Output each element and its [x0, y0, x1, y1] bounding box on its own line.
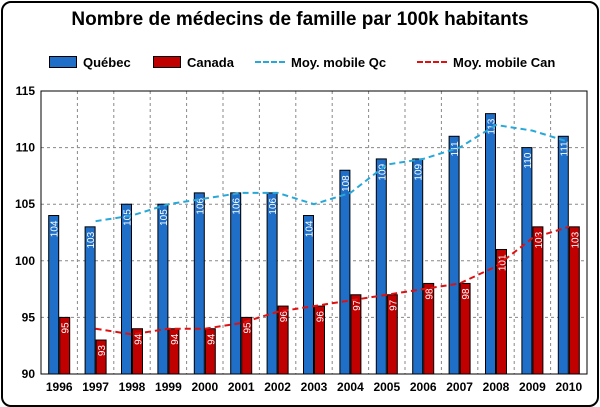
data-label-quebec: 109 — [414, 163, 425, 180]
x-tick-label: 2004 — [337, 380, 364, 394]
legend-label-quebec: Québec — [83, 54, 131, 70]
legend-quebec: Québec — [49, 51, 131, 73]
x-tick-label: 2006 — [410, 380, 437, 394]
data-label-canada: 103 — [534, 231, 545, 248]
chart-title: Nombre de médecins de famille par 100k h… — [71, 9, 529, 30]
x-tick-label: 2003 — [301, 380, 328, 394]
x-tick-label: 2007 — [446, 380, 473, 394]
data-label-canada: 98 — [461, 288, 472, 300]
legend-label-moy-qc: Moy. mobile Qc — [291, 54, 387, 70]
data-label-canada: 94 — [134, 333, 145, 345]
x-tick-label: 2009 — [519, 380, 546, 394]
legend-label-moy-can: Moy. mobile Can — [453, 54, 556, 70]
data-label-quebec: 109 — [377, 163, 388, 180]
legend-line-moy-can — [417, 61, 447, 63]
legend-swatch-canada — [153, 56, 181, 68]
bar-quebec — [193, 192, 205, 375]
y-tick-label: 100 — [15, 254, 35, 268]
data-label-quebec: 104 — [50, 220, 61, 237]
x-tick-label: 2005 — [373, 380, 400, 394]
x-tick-label: 2000 — [191, 380, 218, 394]
data-label-canada: 96 — [279, 311, 290, 323]
data-label-quebec: 106 — [232, 197, 243, 214]
series-line-moy-qc — [95, 123, 570, 223]
bar-quebec — [303, 215, 314, 375]
data-label-quebec: 106 — [268, 197, 279, 214]
bar-quebec — [521, 147, 533, 375]
chart-legend: Québec Canada Moy. mobile Qc Moy. mobile… — [3, 51, 597, 73]
data-label-canada: 98 — [425, 288, 436, 300]
bar-quebec — [339, 169, 351, 375]
data-label-quebec: 110 — [523, 152, 534, 168]
bar-quebec — [412, 158, 424, 375]
legend-swatch-quebec — [49, 56, 77, 68]
y-tick-label: 105 — [15, 197, 35, 211]
data-label-quebec: 105 — [123, 209, 134, 226]
data-label-quebec: 106 — [195, 197, 206, 214]
bar-quebec — [230, 192, 242, 375]
x-tick-label: 2002 — [264, 380, 291, 394]
x-tick-label: 1999 — [155, 380, 182, 394]
legend-moy-can: Moy. mobile Can — [417, 51, 555, 73]
data-label-canada: 94 — [170, 333, 181, 345]
bar-quebec — [48, 215, 60, 375]
data-label-quebec: 105 — [159, 209, 170, 226]
plot-border — [40, 90, 588, 375]
legend-label-canada: Canada — [187, 54, 234, 70]
data-label-canada: 97 — [352, 299, 363, 311]
data-label-canada: 93 — [97, 345, 108, 357]
bar-quebec — [375, 158, 387, 375]
chart-plot: 90 95 100 105 110 115 104 95 1996 103 93 1997 105 94 1… — [15, 84, 588, 394]
data-label-quebec: 111 — [559, 141, 570, 157]
legend-line-moy-qc — [255, 61, 285, 63]
x-tick-label: 1997 — [82, 380, 109, 394]
data-label-canada: 101 — [498, 254, 509, 271]
y-tick-label: 90 — [22, 367, 36, 381]
data-label-canada: 94 — [206, 333, 217, 345]
x-tick-label: 2001 — [228, 380, 255, 394]
data-label-quebec: 103 — [86, 231, 97, 248]
y-tick-label: 115 — [16, 84, 36, 98]
data-label-canada: 95 — [243, 322, 254, 334]
data-label-canada: 103 — [570, 231, 581, 248]
x-tick-label: 2010 — [555, 380, 582, 394]
legend-moy-qc: Moy. mobile Qc — [255, 51, 386, 73]
bar-quebec — [448, 135, 460, 375]
data-label-quebec: 111 — [450, 141, 461, 157]
bar-quebec — [485, 113, 496, 375]
x-tick-label: 2008 — [483, 380, 510, 394]
bar-quebec — [266, 192, 278, 375]
bar-quebec — [157, 203, 169, 375]
data-label-canada: 97 — [388, 299, 399, 311]
x-tick-label: 1996 — [46, 380, 73, 394]
bar-quebec — [121, 203, 132, 375]
bar-quebec — [557, 135, 569, 375]
data-label-quebec: 104 — [305, 220, 316, 237]
y-tick-label: 95 — [22, 310, 36, 324]
data-label-canada: 96 — [316, 311, 327, 323]
data-label-canada: 95 — [61, 322, 72, 334]
y-tick-label: 110 — [16, 141, 36, 155]
legend-canada: Canada — [153, 51, 234, 73]
x-tick-label: 1998 — [119, 380, 146, 394]
data-label-quebec: 108 — [341, 175, 352, 192]
series-line-moy-can — [95, 225, 570, 336]
